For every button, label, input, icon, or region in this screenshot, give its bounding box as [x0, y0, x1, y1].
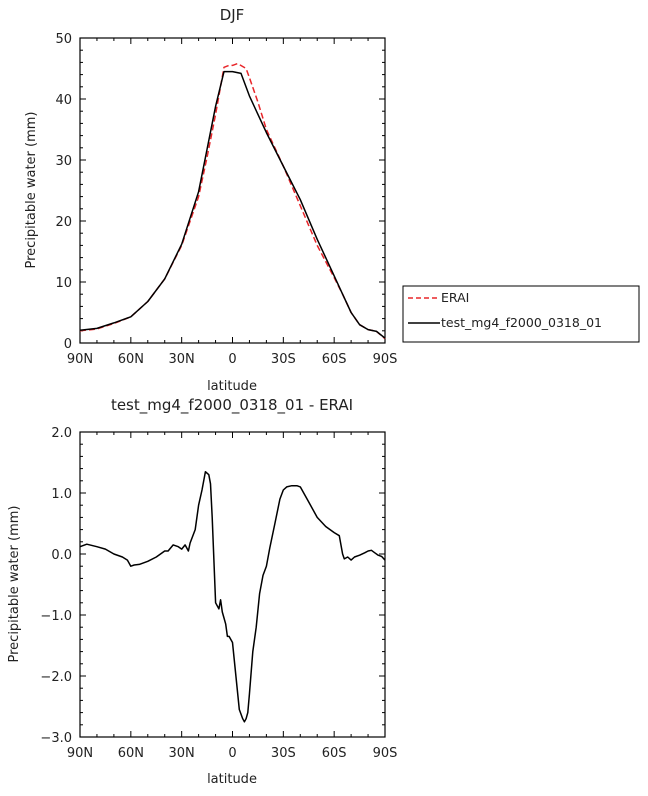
- y-tick-label: 0: [64, 337, 72, 352]
- x-tick-label: 30S: [271, 746, 296, 761]
- djf-x-axis-label: latitude: [207, 379, 257, 394]
- djf-plot-frame: [79, 37, 386, 344]
- x-tick-label: 30N: [169, 746, 195, 761]
- difference-title: test_mg4_f2000_0318_01 - ERAI: [111, 396, 353, 415]
- x-tick-label: 60S: [322, 352, 347, 367]
- legend: ERAI test_mg4_f2000_0318_01: [402, 285, 640, 343]
- x-tick-label: 60N: [118, 352, 144, 367]
- djf-title: DJF: [220, 6, 245, 24]
- y-tick-label: 30: [55, 154, 72, 169]
- y-tick-label: −1.0: [40, 609, 72, 624]
- x-tick-label: 0: [228, 746, 236, 761]
- x-tick-label: 30N: [169, 352, 195, 367]
- djf-panel: DJF 0 10 20 30 40 50 90N 60N 30N 0 30S 60S 90S lati…: [24, 6, 397, 394]
- difference-plot-frame: [79, 431, 386, 738]
- djf-y-axis-label: Precipitable water (mm): [24, 112, 39, 269]
- y-tick-label: 50: [55, 32, 72, 47]
- legend-label-erai: ERAI: [441, 290, 469, 305]
- y-tick-label: −2.0: [40, 670, 72, 685]
- y-tick-label: 2.0: [51, 426, 72, 441]
- y-tick-label: 40: [55, 93, 72, 108]
- x-tick-label: 90N: [67, 746, 93, 761]
- erai-series-line: [79, 62, 386, 340]
- difference-series-line: [79, 470, 386, 723]
- x-tick-label: 0: [228, 352, 236, 367]
- x-tick-label: 90N: [67, 352, 93, 367]
- x-tick-label: 60S: [322, 746, 347, 761]
- y-tick-label: 0.0: [51, 548, 72, 563]
- difference-y-axis-label: Precipitable water (mm): [7, 506, 22, 663]
- y-tick-label: 1.0: [51, 487, 72, 502]
- test-series-line: [79, 70, 386, 339]
- difference-panel: test_mg4_f2000_0318_01 - ERAI −3.0 −2.0 −1…: [7, 396, 397, 787]
- x-tick-label: 90S: [373, 746, 398, 761]
- y-tick-label: 10: [55, 276, 72, 291]
- x-tick-label: 60N: [118, 746, 144, 761]
- x-tick-label: 30S: [271, 352, 296, 367]
- difference-x-axis-label: latitude: [207, 772, 257, 787]
- y-tick-label: 20: [55, 215, 72, 230]
- legend-box: [402, 285, 640, 343]
- x-tick-label: 90S: [373, 352, 398, 367]
- legend-label-test: test_mg4_f2000_0318_01: [441, 315, 602, 330]
- y-tick-label: −3.0: [40, 731, 72, 746]
